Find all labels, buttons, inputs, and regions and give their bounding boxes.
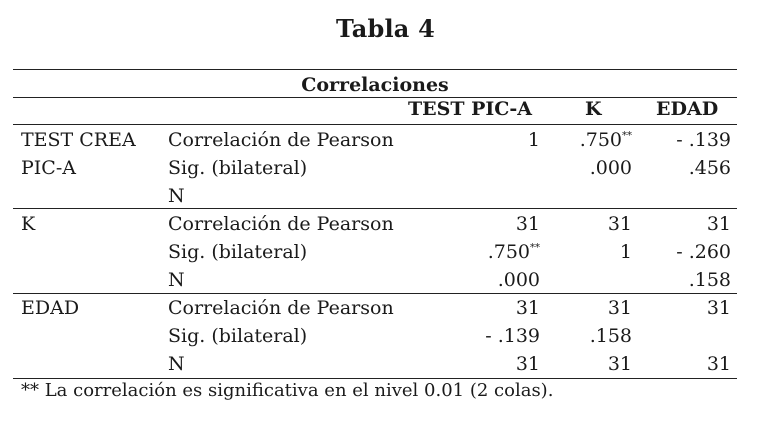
table-cell: 31: [607, 297, 632, 319]
table-cell: - .139: [485, 325, 540, 347]
header-rule: [13, 124, 737, 125]
caption-rule: [13, 97, 737, 98]
table-cell: .000: [497, 269, 540, 291]
table-cell: 31: [515, 297, 540, 319]
table-title: Tabla 4: [335, 14, 436, 43]
col-header-test-pic-a: TEST PIC-A: [408, 98, 533, 120]
significance-marker: **: [622, 130, 632, 142]
table-cell: 31: [706, 353, 731, 375]
stat-label: Correlación de Pearson: [168, 213, 394, 235]
table-cell: 1: [619, 241, 632, 263]
table-cell: 31: [515, 213, 540, 235]
table-cell: .158: [589, 325, 632, 347]
group-label: K: [21, 213, 36, 235]
group-label: TEST CREA: [21, 129, 136, 151]
table-cell: .750**: [487, 241, 540, 263]
table-cell: .158: [688, 269, 731, 291]
group-rule: [13, 208, 737, 209]
table-footnote: ** La correlación es significativa en el…: [21, 380, 554, 401]
table-cell: 31: [706, 213, 731, 235]
table-cell: .456: [688, 157, 731, 179]
table-cell: - .139: [676, 129, 731, 151]
top-rule: [13, 69, 737, 70]
stat-label: N: [168, 185, 185, 207]
col-header-k: K: [585, 98, 602, 120]
significance-marker: **: [530, 242, 540, 254]
table-cell: .750**: [579, 129, 632, 151]
table-cell: .000: [589, 157, 632, 179]
group-label: PIC-A: [21, 157, 76, 179]
bottom-rule: [13, 378, 737, 379]
table-cell: - .260: [676, 241, 731, 263]
table-cell: 31: [607, 213, 632, 235]
stat-label: N: [168, 353, 185, 375]
table-cell: 31: [706, 297, 731, 319]
stat-label: Sig. (bilateral): [168, 157, 308, 179]
stat-label: Sig. (bilateral): [168, 241, 308, 263]
group-rule: [13, 293, 737, 294]
table-cell: 31: [607, 353, 632, 375]
stat-label: Correlación de Pearson: [168, 129, 394, 151]
table-cell: 1: [527, 129, 540, 151]
stat-label: N: [168, 269, 185, 291]
stat-label: Correlación de Pearson: [168, 297, 394, 319]
table-caption: Correlaciones: [301, 74, 449, 96]
table-cell: 31: [515, 353, 540, 375]
stat-label: Sig. (bilateral): [168, 325, 308, 347]
col-header-edad: EDAD: [656, 98, 719, 120]
group-label: EDAD: [21, 297, 80, 319]
